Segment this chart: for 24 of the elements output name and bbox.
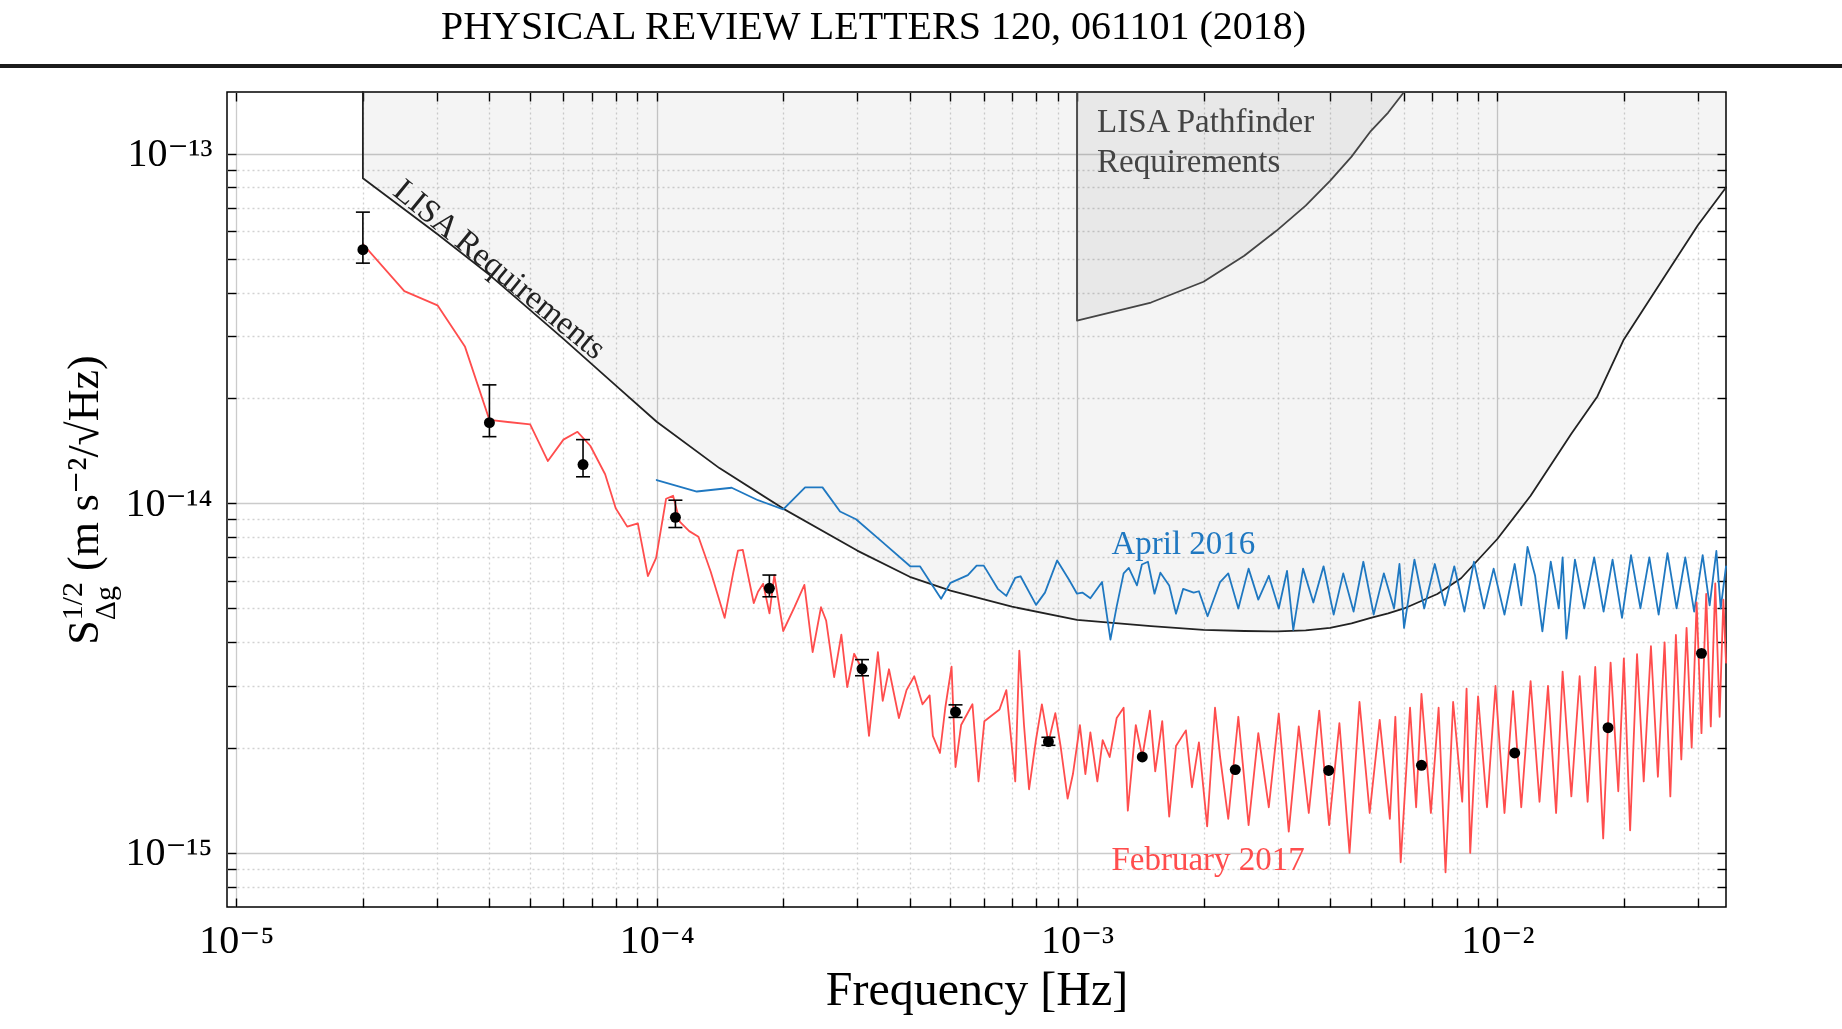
point	[1415, 759, 1427, 771]
series-label: February 2017	[1111, 840, 1305, 877]
series-label: LISA Pathfinder Requirements	[1097, 103, 1315, 179]
y-tick-label: 10⁻¹³	[127, 130, 213, 176]
x-tick-label: 10⁻³	[1040, 916, 1115, 962]
point	[1509, 747, 1521, 759]
y-tick-label: 10⁻¹⁵	[125, 829, 213, 875]
point	[577, 459, 589, 470]
point	[483, 417, 495, 429]
y-tick-label: 10⁻¹⁴	[125, 479, 213, 525]
point	[669, 511, 681, 523]
point	[856, 663, 868, 675]
point	[1696, 647, 1707, 659]
x-tick-label: 10⁻⁴	[619, 916, 695, 962]
x-tick-label: 10⁻²	[1461, 916, 1535, 962]
point	[1229, 764, 1241, 776]
point	[763, 582, 775, 594]
chart-title: PHYSICAL REVIEW LETTERS 120, 061101 (2018)	[440, 3, 1307, 49]
point	[1136, 751, 1148, 763]
point	[1602, 722, 1614, 734]
x-tick-label: 10⁻⁵	[199, 916, 275, 962]
x-axis-title: Frequency [Hz]	[825, 961, 1129, 1015]
point	[1323, 765, 1335, 776]
series-label: April 2016	[1111, 525, 1256, 562]
